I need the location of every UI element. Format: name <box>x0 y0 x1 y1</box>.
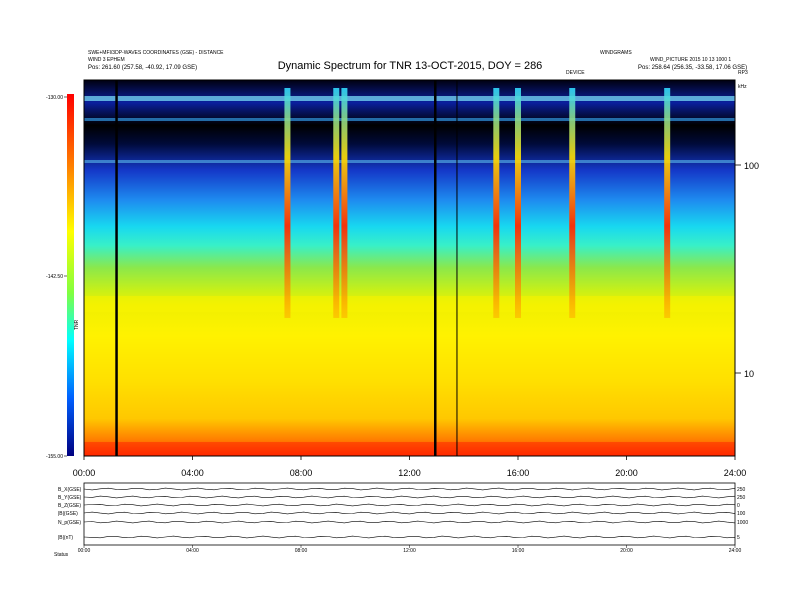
colorbar-tick-label: -130.00 <box>46 95 63 101</box>
burst-mark <box>341 88 348 318</box>
bottom-row-label: B_Z(GSE) <box>58 503 81 509</box>
y-tick-label: 100 <box>744 161 759 171</box>
bottom-row-label: |B|(GSE) <box>58 511 78 517</box>
bottom-row-right-label: 250 <box>737 487 746 493</box>
burst-mark <box>569 88 576 318</box>
frequency-axis: 100 10 <box>735 161 759 379</box>
colorbar <box>67 94 74 456</box>
bottom-row-label: |B|(nT) <box>58 535 73 541</box>
bottom-row-right-label: 100 <box>737 511 746 517</box>
header-left-line1: SWE+MFI/3DP-WAVES COORDINATES (GSE) - DI… <box>88 50 224 56</box>
x-tick-label: 00:00 <box>73 468 96 478</box>
burst-mark <box>333 88 340 318</box>
bottom-x-tick-label: 12:00 <box>403 548 416 554</box>
bottom-row-trace <box>83 511 736 515</box>
burst-mark <box>493 88 500 318</box>
colorbar-ticks: -130.00 -142.50 -155.00 <box>46 95 67 460</box>
burst-mark <box>515 88 521 318</box>
bottom-x-tick-label: 20:00 <box>620 548 633 554</box>
bottom-panels: B_X(GSE) 250 B_Y(GSE) 250 B_Z(GSE) 0 |B|(GSE) 1… <box>58 482 748 554</box>
bottom-row-label: B_X(GSE) <box>58 487 82 493</box>
x-tick-label: 12:00 <box>398 468 421 478</box>
burst-mark <box>284 88 291 318</box>
bottom-row-right-label: 1000 <box>737 520 748 526</box>
spectrogram-background <box>84 80 735 456</box>
bottom-row-trace <box>83 535 736 539</box>
x-tick-label: 04:00 <box>181 468 204 478</box>
time-axis: 00:00 04:00 08:00 12:00 16:00 20:00 24:00 <box>73 456 747 478</box>
type-iii-bursts <box>284 88 671 318</box>
x-tick-label: 20:00 <box>615 468 638 478</box>
burst-mark <box>664 88 671 318</box>
header-right-line1: WINDGRAMS <box>600 50 632 56</box>
bottom-row-label: B_Y(GSE) <box>58 495 82 501</box>
header-right-line3: Pos: 258.64 (256.35, -33.58, 17.06 GSE) <box>638 65 747 71</box>
y-tick-label: 10 <box>744 369 754 379</box>
x-tick-label: 08:00 <box>290 468 313 478</box>
header-right-marker: RP3 <box>738 70 748 76</box>
bottom-row-right-label: 250 <box>737 495 746 501</box>
bottom-row-trace <box>83 503 736 507</box>
bottom-row-label: N_p(GSE) <box>58 520 81 526</box>
x-tick-label: 16:00 <box>507 468 530 478</box>
band-cyan-line <box>84 96 735 101</box>
x-tick-label: 24:00 <box>724 468 747 478</box>
header-left-line2: WIND 3 EPHEM <box>88 57 125 63</box>
spectrogram-panel <box>83 79 736 457</box>
bottom-row-trace <box>83 495 736 499</box>
y-unit-label: kHz <box>738 84 747 90</box>
bottom-x-tick-label: 04:00 <box>186 548 199 554</box>
bottom-row-trace <box>83 487 736 491</box>
bottom-x-tick-label: 08:00 <box>295 548 308 554</box>
bottom-row-right-label: 0 <box>737 503 740 509</box>
bottom-x-tick-label: 16:00 <box>512 548 525 554</box>
header-right-line2: WIND_PICTURE 2015 10 13 1000 1 <box>650 57 731 63</box>
device-label: DEVICE <box>566 70 585 76</box>
band-cyan-line-2 <box>84 160 735 163</box>
header-left-line3: Pos: 261.60 (257.58, -40.92, 17.09 GSE) <box>88 65 197 71</box>
bottom-footer: Status <box>54 552 69 558</box>
colorbar-tick-label: -155.00 <box>46 454 63 460</box>
chart-title: Dynamic Spectrum for TNR 13-OCT-2015, DO… <box>278 60 543 72</box>
colorbar-tick-label: -142.50 <box>46 274 63 280</box>
bottom-row-trace <box>83 520 736 524</box>
data-gap-lines <box>115 80 458 456</box>
colorbar-label: TNR <box>74 319 80 330</box>
bottom-row-right-label: 5 <box>737 535 740 541</box>
band-blue-line <box>84 118 735 121</box>
band-yellow <box>84 296 735 312</box>
bottom-x-tick-label: 00:00 <box>78 548 91 554</box>
bottom-x-tick-label: 24:00 <box>729 548 742 554</box>
band-red-bottom <box>84 442 735 456</box>
